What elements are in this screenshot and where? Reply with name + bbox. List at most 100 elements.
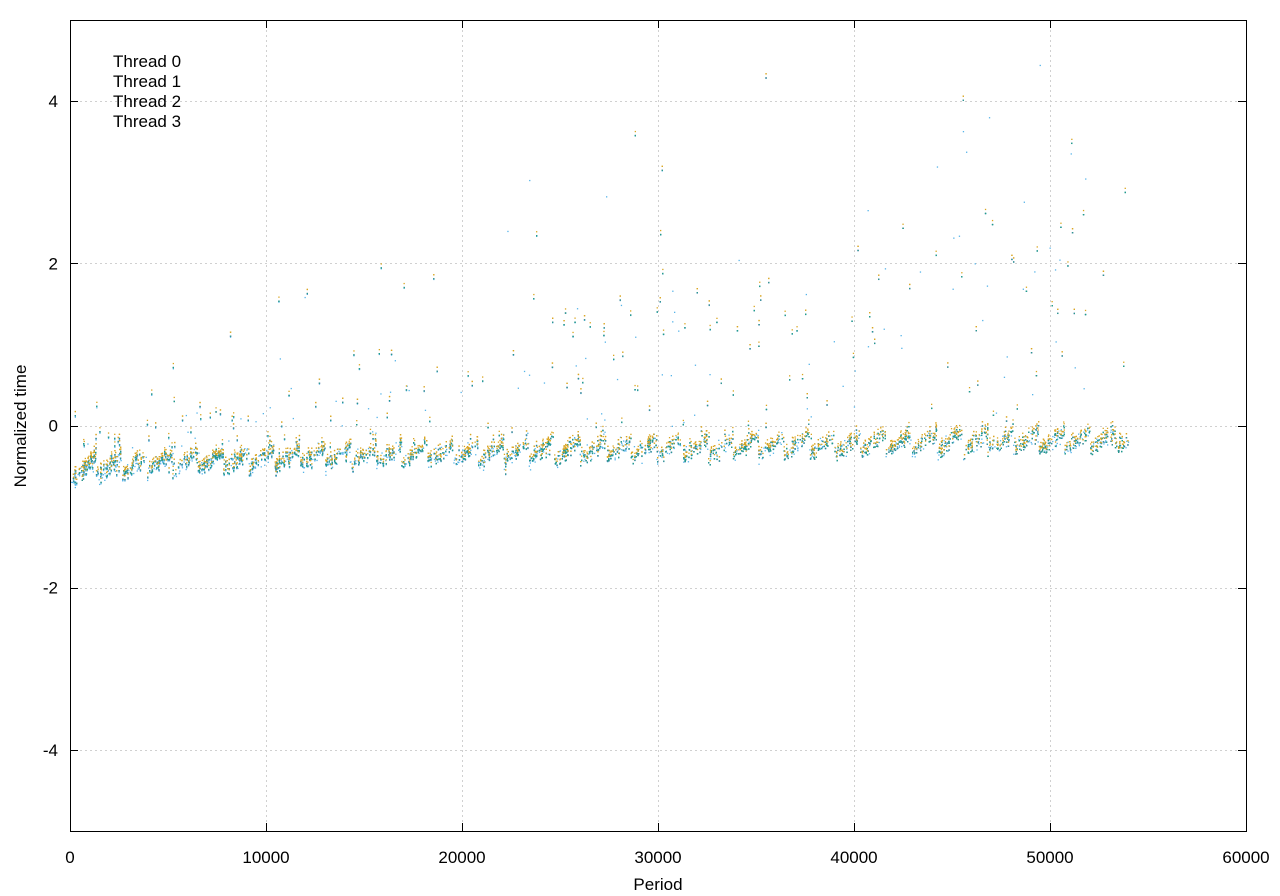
data-point bbox=[490, 455, 493, 458]
data-point bbox=[758, 429, 760, 431]
data-point bbox=[523, 370, 526, 373]
data-point bbox=[671, 425, 673, 427]
data-point bbox=[295, 442, 297, 444]
data-point bbox=[505, 460, 507, 462]
data-point bbox=[621, 444, 623, 446]
data-point bbox=[181, 467, 184, 469]
data-point bbox=[793, 450, 795, 452]
data-point bbox=[1036, 432, 1039, 435]
data-point bbox=[1075, 445, 1077, 448]
data-point bbox=[660, 449, 663, 451]
data-point bbox=[418, 447, 420, 449]
data-point bbox=[200, 419, 202, 421]
data-point bbox=[1013, 444, 1015, 446]
data-point bbox=[348, 445, 350, 447]
data-point bbox=[678, 330, 680, 332]
data-point bbox=[454, 457, 456, 459]
data-point bbox=[388, 455, 390, 457]
data-point bbox=[291, 450, 293, 452]
data-point bbox=[1055, 341, 1057, 343]
data-point bbox=[115, 466, 117, 468]
data-point bbox=[360, 455, 362, 457]
data-point bbox=[718, 439, 720, 441]
data-point bbox=[239, 463, 241, 466]
data-point bbox=[279, 463, 281, 465]
data-point bbox=[206, 464, 209, 466]
data-point bbox=[529, 462, 531, 464]
data-point bbox=[309, 456, 312, 458]
data-point bbox=[186, 467, 188, 469]
data-point bbox=[167, 460, 169, 462]
data-point bbox=[377, 463, 379, 465]
data-point bbox=[233, 454, 236, 456]
data-point bbox=[885, 456, 887, 458]
data-point bbox=[189, 459, 191, 461]
data-point bbox=[892, 452, 894, 454]
data-point bbox=[919, 447, 921, 450]
data-point bbox=[206, 466, 208, 469]
data-point bbox=[1056, 442, 1058, 445]
data-point bbox=[107, 469, 110, 471]
data-point bbox=[793, 453, 795, 455]
data-point bbox=[318, 454, 320, 456]
data-point bbox=[215, 455, 218, 457]
data-point bbox=[124, 480, 126, 482]
data-point bbox=[186, 459, 188, 462]
data-point bbox=[868, 453, 871, 455]
data-point bbox=[342, 453, 344, 455]
data-point bbox=[204, 462, 206, 464]
data-point bbox=[351, 468, 353, 470]
data-point bbox=[372, 431, 374, 433]
data-point bbox=[231, 420, 233, 422]
data-point bbox=[1126, 440, 1128, 442]
data-point bbox=[423, 439, 425, 441]
data-point bbox=[780, 443, 782, 445]
data-point bbox=[282, 456, 284, 458]
data-point bbox=[691, 450, 693, 452]
data-point bbox=[995, 412, 998, 414]
data-point bbox=[225, 470, 227, 472]
data-point bbox=[559, 455, 561, 457]
data-point bbox=[107, 470, 109, 472]
data-point bbox=[242, 455, 245, 457]
data-point bbox=[257, 465, 259, 467]
data-point bbox=[116, 461, 118, 463]
data-point bbox=[884, 431, 886, 434]
data-point bbox=[1095, 441, 1098, 443]
data-point bbox=[700, 447, 702, 449]
data-point bbox=[264, 464, 266, 466]
data-point bbox=[101, 477, 104, 479]
data-point bbox=[437, 461, 439, 463]
data-point bbox=[906, 426, 908, 429]
data-point bbox=[336, 453, 339, 455]
data-point bbox=[201, 462, 203, 464]
data-point bbox=[1032, 394, 1034, 396]
data-point bbox=[82, 475, 84, 477]
data-point bbox=[786, 452, 788, 455]
data-point bbox=[236, 440, 238, 442]
data-point bbox=[290, 459, 292, 462]
data-point bbox=[435, 458, 437, 460]
data-point bbox=[122, 479, 124, 482]
data-point bbox=[1025, 444, 1027, 446]
data-point bbox=[600, 443, 602, 445]
data-point bbox=[188, 465, 190, 467]
data-point bbox=[1070, 451, 1072, 454]
data-point bbox=[127, 469, 129, 471]
data-point bbox=[354, 464, 356, 466]
data-point bbox=[213, 463, 215, 465]
data-point bbox=[614, 457, 616, 459]
data-point bbox=[88, 465, 90, 467]
data-point bbox=[335, 463, 337, 465]
data-point bbox=[453, 459, 456, 461]
data-point bbox=[307, 466, 309, 468]
data-point bbox=[1110, 431, 1112, 433]
data-point bbox=[327, 464, 329, 466]
data-point bbox=[499, 446, 501, 449]
data-point bbox=[389, 457, 391, 459]
data-point bbox=[517, 387, 519, 389]
data-point bbox=[208, 469, 210, 472]
data-point bbox=[633, 446, 636, 448]
data-point bbox=[173, 463, 175, 465]
data-point bbox=[385, 464, 387, 466]
